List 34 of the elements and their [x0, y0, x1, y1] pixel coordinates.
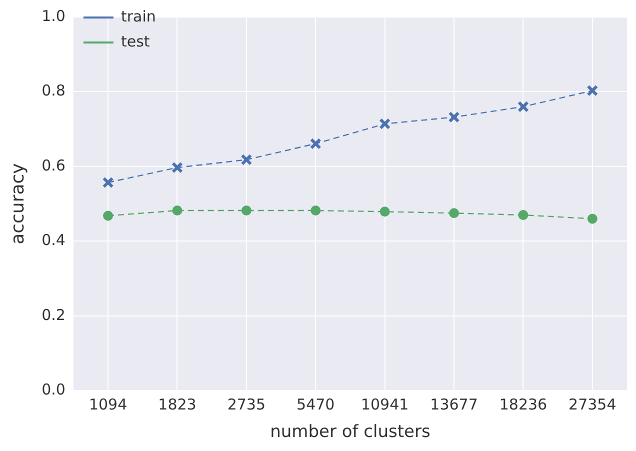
- y-tick-label: 0.4: [42, 231, 66, 250]
- point: [448, 111, 460, 123]
- legend-label: train: [120, 7, 156, 26]
- x-tick-label: 2735: [227, 395, 266, 414]
- point: [310, 138, 322, 150]
- point: [449, 208, 460, 218]
- y-tick-label: 0.8: [42, 82, 66, 100]
- point: [172, 162, 183, 174]
- y-tick-label: 0.2: [42, 306, 66, 324]
- point: [379, 118, 391, 130]
- point: [380, 206, 390, 217]
- point: [310, 206, 321, 216]
- point: [241, 206, 252, 216]
- y-tick-label: 0.0: [42, 380, 66, 398]
- point: [587, 214, 598, 224]
- x-tick-label: 18236: [499, 395, 548, 414]
- point: [517, 100, 529, 112]
- x-tick-label: 5470: [296, 395, 335, 414]
- x-tick-label: 1094: [88, 395, 128, 414]
- point: [586, 84, 598, 96]
- point: [240, 154, 252, 166]
- point: [103, 210, 114, 221]
- point: [518, 210, 528, 220]
- x-tick-label: 13677: [430, 395, 478, 414]
- x-tick-label: 27354: [568, 395, 616, 414]
- point: [102, 176, 114, 188]
- x-axis-title: number of clusters: [270, 422, 430, 442]
- point: [172, 206, 182, 216]
- legend-label: test: [120, 32, 150, 50]
- y-tick-label: 0.6: [42, 156, 66, 174]
- y-axis-title: accuracy: [7, 162, 28, 244]
- y-tick-label: 1.0: [42, 6, 66, 25]
- x-tick-label: 10941: [360, 395, 409, 414]
- x-tick-label: 1823: [158, 395, 196, 414]
